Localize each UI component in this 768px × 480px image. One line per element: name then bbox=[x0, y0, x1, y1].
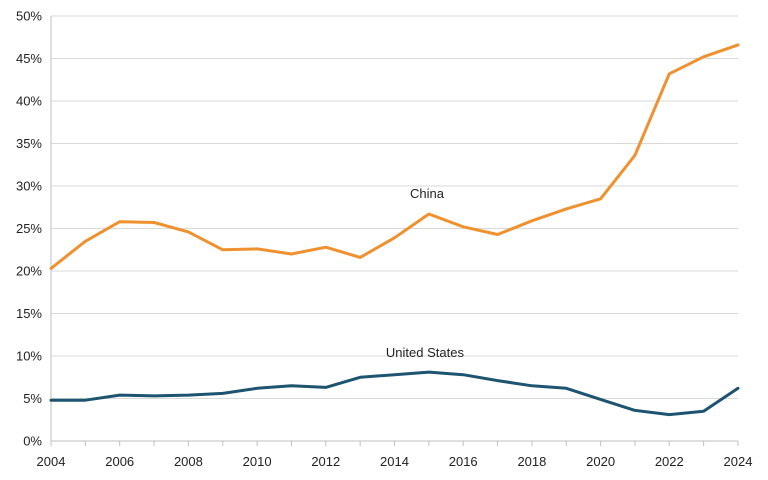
gridlines bbox=[51, 15, 738, 399]
y-tick-label: 30% bbox=[16, 179, 42, 194]
series-line-china bbox=[49, 43, 740, 270]
y-tick-label: 40% bbox=[16, 94, 42, 109]
x-tick-label: 2018 bbox=[517, 454, 546, 469]
series-lines bbox=[49, 43, 740, 417]
series-labels: China United States bbox=[386, 186, 465, 360]
x-tick-label: 2012 bbox=[311, 454, 340, 469]
x-tick-label: 2008 bbox=[174, 454, 203, 469]
y-tick-label: 50% bbox=[16, 9, 42, 24]
y-tick-label: 10% bbox=[16, 349, 42, 364]
x-tick-label: 2016 bbox=[449, 454, 478, 469]
x-tick-label: 2014 bbox=[380, 454, 409, 469]
y-tick-label: 35% bbox=[16, 136, 42, 151]
series-label-china: China bbox=[410, 186, 445, 201]
y-tick-label: 20% bbox=[16, 264, 42, 279]
x-tick-label: 2022 bbox=[655, 454, 684, 469]
y-tick-label: 0% bbox=[23, 434, 42, 449]
x-tick-label: 2006 bbox=[105, 454, 134, 469]
y-tick-label: 15% bbox=[16, 306, 42, 321]
y-tick-label: 25% bbox=[16, 221, 42, 236]
x-tick-label: 2010 bbox=[243, 454, 272, 469]
y-tick-label: 5% bbox=[23, 391, 42, 406]
series-line-united-states bbox=[49, 370, 740, 417]
x-tick-label: 2004 bbox=[37, 454, 66, 469]
x-tick-label: 2024 bbox=[724, 454, 753, 469]
y-tick-label: 45% bbox=[16, 51, 42, 66]
axes: 0% 5% 10% 15% 20% 25% 30% 35% 40% 45% 50% 2004 2006 2… bbox=[16, 9, 752, 470]
series-label-united-states: United States bbox=[386, 345, 465, 360]
x-tick-label: 2020 bbox=[586, 454, 615, 469]
